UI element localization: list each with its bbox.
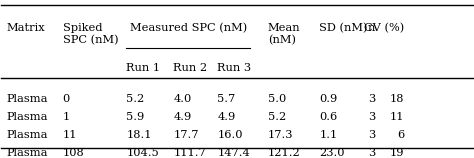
Text: Plasma: Plasma	[6, 112, 47, 122]
Text: SD (nM): SD (nM)	[319, 23, 368, 33]
Text: 23.0: 23.0	[319, 148, 345, 158]
Text: 11: 11	[390, 112, 404, 122]
Text: 4.0: 4.0	[173, 94, 191, 104]
Text: Run 3: Run 3	[217, 63, 251, 73]
Text: 4.9: 4.9	[173, 112, 191, 122]
Text: n: n	[368, 23, 375, 33]
Text: Run 1: Run 1	[126, 63, 160, 73]
Text: 19: 19	[390, 148, 404, 158]
Text: Measured SPC (nM): Measured SPC (nM)	[129, 23, 247, 33]
Text: 5.2: 5.2	[268, 112, 286, 122]
Text: 147.4: 147.4	[217, 148, 250, 158]
Text: 4.9: 4.9	[217, 112, 236, 122]
Text: 108: 108	[63, 148, 84, 158]
Text: 11: 11	[63, 130, 77, 140]
Text: CV (%): CV (%)	[364, 23, 404, 33]
Text: Matrix: Matrix	[6, 23, 45, 33]
Text: 18: 18	[390, 94, 404, 104]
Text: 3: 3	[368, 112, 375, 122]
Text: Mean
(nM): Mean (nM)	[268, 23, 300, 45]
Text: 0.9: 0.9	[319, 94, 337, 104]
Text: 18.1: 18.1	[126, 130, 152, 140]
Text: 3: 3	[368, 94, 375, 104]
Text: 5.7: 5.7	[217, 94, 236, 104]
Text: 1: 1	[63, 112, 70, 122]
Text: 0.6: 0.6	[319, 112, 337, 122]
Text: 1.1: 1.1	[319, 130, 337, 140]
Text: 16.0: 16.0	[217, 130, 243, 140]
Text: Run 2: Run 2	[173, 63, 208, 73]
Text: Plasma: Plasma	[6, 130, 47, 140]
Text: Spiked
SPC (nM): Spiked SPC (nM)	[63, 23, 118, 45]
Text: 17.7: 17.7	[173, 130, 199, 140]
Text: 17.3: 17.3	[268, 130, 293, 140]
Text: 0: 0	[63, 94, 70, 104]
Text: 3: 3	[368, 130, 375, 140]
Text: Plasma: Plasma	[6, 94, 47, 104]
Text: 104.5: 104.5	[126, 148, 159, 158]
Text: 5.2: 5.2	[126, 94, 145, 104]
Text: Plasma: Plasma	[6, 148, 47, 158]
Text: 121.2: 121.2	[268, 148, 301, 158]
Text: 111.7: 111.7	[173, 148, 206, 158]
Text: 5.9: 5.9	[126, 112, 145, 122]
Text: 5.0: 5.0	[268, 94, 286, 104]
Text: 3: 3	[368, 148, 375, 158]
Text: 6: 6	[397, 130, 404, 140]
